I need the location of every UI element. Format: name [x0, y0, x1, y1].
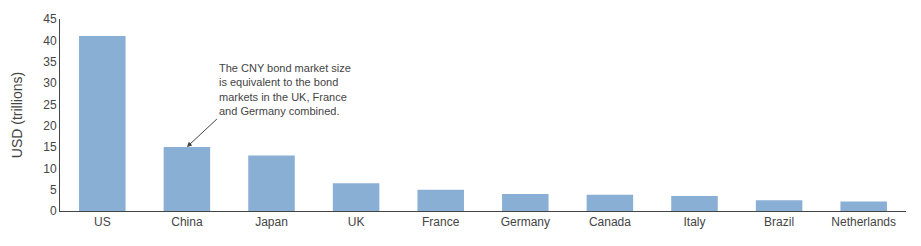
svg-text:20: 20 — [43, 119, 57, 133]
svg-text:10: 10 — [43, 162, 57, 176]
svg-text:France: France — [422, 215, 460, 229]
svg-text:The CNY bond market sizeis equ: The CNY bond market sizeis equivalent to… — [219, 62, 351, 117]
svg-text:30: 30 — [43, 76, 57, 90]
svg-text:UK: UK — [348, 215, 365, 229]
svg-text:Brazil: Brazil — [764, 215, 794, 229]
svg-text:US: US — [94, 215, 111, 229]
svg-text:Italy: Italy — [683, 215, 705, 229]
svg-text:Japan: Japan — [255, 215, 288, 229]
svg-text:Canada: Canada — [589, 215, 631, 229]
svg-text:25: 25 — [43, 98, 57, 112]
svg-text:5: 5 — [50, 183, 57, 197]
svg-text:15: 15 — [43, 140, 57, 154]
svg-text:Germany: Germany — [501, 215, 550, 229]
svg-text:Netherlands: Netherlands — [831, 215, 896, 229]
svg-text:40: 40 — [43, 34, 57, 48]
svg-text:USD (trillions): USD (trillions) — [9, 72, 25, 158]
svg-text:45: 45 — [43, 12, 57, 26]
svg-text:35: 35 — [43, 55, 57, 69]
svg-text:China: China — [171, 215, 203, 229]
svg-text:0: 0 — [50, 204, 57, 218]
